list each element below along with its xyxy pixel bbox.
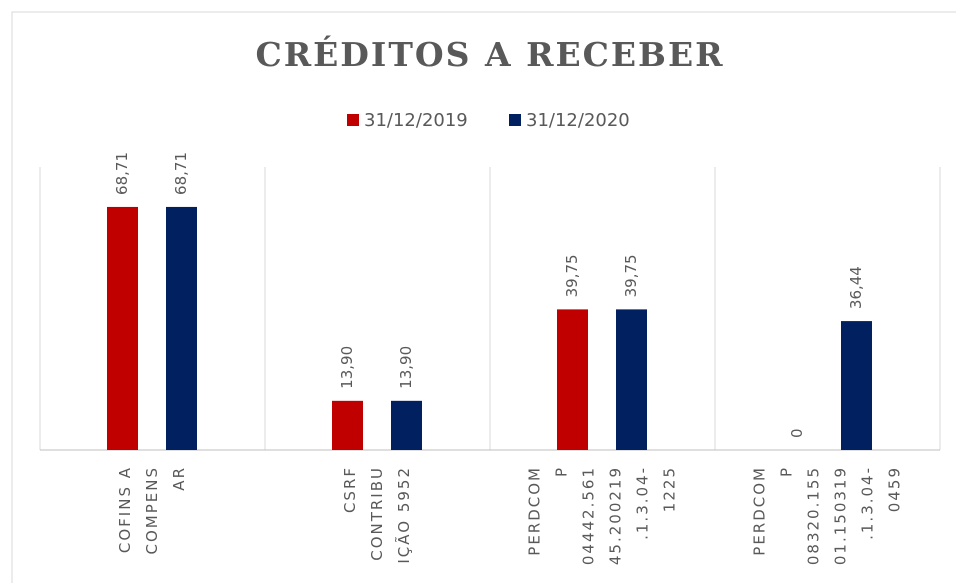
- x-tick-label: 1225: [661, 466, 679, 512]
- bar: [166, 206, 197, 450]
- x-tick-label: P: [553, 466, 571, 477]
- x-tick-label: PERDCOM: [526, 466, 544, 556]
- data-label: 68,71: [172, 152, 190, 195]
- chart-title: CRÉDITOS A RECEBER: [255, 34, 724, 74]
- x-tick-label: 45.200219: [607, 466, 625, 565]
- data-label: 0: [788, 428, 806, 438]
- legend-swatch: [509, 114, 521, 126]
- data-label: 39,75: [622, 254, 640, 297]
- bar: [841, 321, 872, 450]
- chart-frame: [11, 11, 956, 583]
- x-tick-label: 04442.561: [580, 466, 598, 565]
- x-tick-label: AR: [170, 466, 188, 491]
- x-tick-label: PERDCOM: [751, 466, 769, 556]
- x-tick-label: .1.3.04-: [859, 466, 877, 540]
- x-tick-label: CONTRIBU: [368, 466, 386, 561]
- data-label: 13,90: [397, 346, 415, 389]
- bar: [107, 206, 138, 450]
- x-tick-label: 01.150319: [832, 466, 850, 565]
- data-label: 39,75: [563, 254, 581, 297]
- bar: [616, 309, 647, 450]
- legend-swatch: [347, 114, 359, 126]
- data-label: 36,44: [847, 266, 865, 309]
- legend-label: 31/12/2020: [526, 110, 630, 131]
- x-tick-label: P: [778, 466, 796, 477]
- legend-label: 31/12/2019: [364, 110, 468, 131]
- x-tick-label: CSRF: [341, 466, 359, 513]
- x-tick-label: 0459: [886, 466, 904, 512]
- data-label: 68,71: [113, 152, 131, 195]
- x-tick-label: COMPENS: [143, 466, 161, 555]
- bar: [391, 400, 422, 450]
- x-tick-label: .1.3.04-: [634, 466, 652, 540]
- x-tick-label: COFINS A: [116, 466, 134, 553]
- x-tick-label: IÇÃO 5952: [394, 466, 413, 564]
- bar: [557, 309, 588, 450]
- data-label: 13,90: [338, 346, 356, 389]
- bar: [332, 400, 363, 450]
- x-tick-label: 08320.155: [805, 466, 823, 565]
